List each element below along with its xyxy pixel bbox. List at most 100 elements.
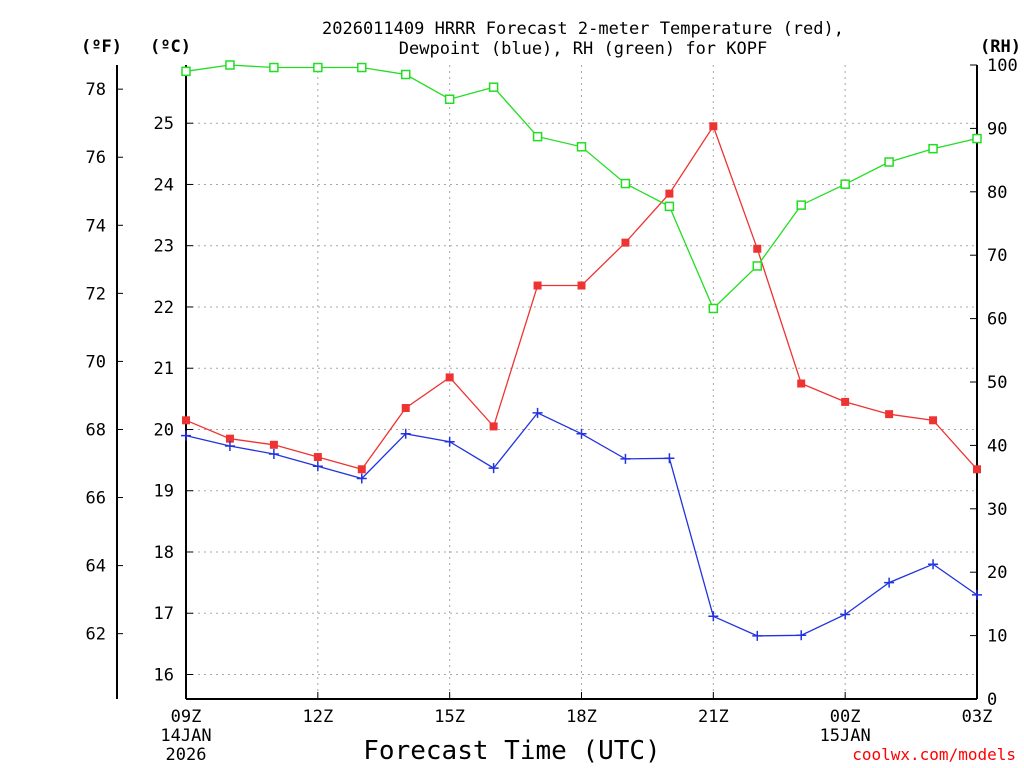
rh-tick-label: 50 (987, 373, 1007, 393)
fahrenheit-unit-label: (ºF) (81, 37, 122, 57)
temperature-point (269, 440, 278, 449)
rh-point (620, 178, 631, 189)
dewpoint-point (972, 589, 982, 600)
fahrenheit-tick-label: 72 (86, 284, 106, 304)
temperature-point (973, 465, 981, 474)
x-tick-label: 12Z (302, 707, 333, 727)
rh-point (444, 94, 455, 104)
fahrenheit-tick-label: 74 (86, 216, 106, 236)
rh-tick-label: 40 (987, 436, 1007, 456)
temperature-point (753, 244, 762, 253)
rh-point (972, 133, 982, 144)
rh-series (181, 60, 982, 314)
temperature-series (182, 122, 981, 474)
temperature-point (929, 416, 938, 425)
x-tick-year-label: 2026 (166, 745, 207, 765)
temperature-point (797, 379, 806, 388)
axes (116, 64, 978, 700)
fahrenheit-tick-label: 76 (86, 148, 106, 168)
rh-tick-label: 10 (987, 627, 1007, 647)
x-axis-title: Forecast Time (UTC) (363, 736, 660, 766)
fahrenheit-tick-label: 66 (86, 489, 106, 509)
chart-title-line1: 2026011409 HRRR Forecast 2-meter Tempera… (322, 19, 844, 39)
x-tick-date-label: 15JAN (820, 726, 871, 746)
chart-title-line2: Dewpoint (blue), RH (green) for KOPF (399, 39, 767, 59)
celsius-tick-label: 19 (154, 482, 174, 502)
rh-point (532, 131, 543, 142)
rh-tick-label: 20 (987, 563, 1007, 583)
celsius-tick-label: 16 (154, 665, 174, 685)
celsius-tick-label: 24 (154, 175, 174, 195)
celsius-tick-label: 18 (154, 543, 174, 563)
temperature-point (841, 397, 850, 406)
celsius-tick-label: 21 (154, 359, 174, 379)
dewpoint-point (400, 428, 411, 439)
temperature-point (445, 373, 454, 382)
dewpoint-point (708, 611, 719, 622)
celsius-tick-label: 25 (154, 114, 174, 134)
x-tick-date-label: 14JAN (160, 726, 211, 746)
dewpoint-point (268, 448, 279, 459)
temperature-point (489, 422, 498, 431)
dewpoint-point (664, 453, 675, 464)
x-tick-label: 18Z (566, 707, 597, 727)
dewpoint-point (532, 407, 543, 418)
celsius-unit-label: (ºC) (150, 37, 191, 57)
dewpoint-point (796, 630, 807, 641)
fahrenheit-tick-label: 78 (86, 80, 106, 100)
celsius-tick-label: 17 (154, 604, 174, 624)
dewpoint-point (752, 630, 763, 641)
rh-point (225, 60, 235, 70)
dewpoint-point (928, 559, 939, 570)
x-tick-label: 21Z (698, 707, 729, 727)
dewpoint-point (444, 436, 455, 447)
temperature-point (533, 281, 542, 290)
rh-point (488, 82, 499, 92)
x-tick-label: 15Z (434, 707, 465, 727)
temperature-point (225, 434, 234, 443)
rh-point (313, 62, 323, 73)
x-tick-label: 03Z (962, 707, 993, 727)
temperature-point (621, 238, 630, 247)
rh-tick-label: 60 (987, 310, 1007, 330)
temperature-point (401, 404, 410, 413)
rh-point (181, 66, 191, 77)
temperature-point (665, 189, 674, 198)
temperature-point (182, 416, 190, 425)
rh-unit-label: (RH) (980, 37, 1021, 57)
dewpoint-point (576, 428, 587, 439)
celsius-tick-label: 22 (154, 298, 174, 318)
rh-tick-label: 80 (987, 183, 1007, 203)
fahrenheit-tick-label: 64 (86, 557, 106, 577)
temperature-point (357, 465, 366, 474)
temperature-point (313, 453, 322, 462)
dewpoint-point (840, 609, 851, 620)
rh-point (400, 69, 411, 80)
dewpoint-point (356, 473, 367, 484)
dewpoint-point (181, 430, 191, 441)
rh-tick-label: 90 (987, 119, 1007, 139)
celsius-tick-label: 23 (154, 237, 174, 257)
celsius-tick-label: 20 (154, 420, 174, 440)
dewpoint-point (312, 461, 323, 472)
credit-text: coolwx.com/models (852, 745, 1016, 764)
x-tick-label: 09Z (171, 707, 202, 727)
dewpoint-point (884, 577, 895, 588)
fahrenheit-tick-label: 62 (86, 625, 106, 645)
grid-lines (185, 65, 978, 699)
dewpoint-point (488, 463, 499, 474)
dewpoint-point (224, 441, 235, 452)
fahrenheit-tick-label: 70 (86, 352, 106, 372)
rh-tick-label: 100 (987, 56, 1018, 76)
temperature-point (709, 122, 718, 131)
temperature-point (885, 410, 894, 419)
x-tick-label: 00Z (830, 707, 861, 727)
dewpoint-point (620, 453, 631, 464)
rh-point (928, 143, 938, 154)
rh-point (269, 62, 279, 73)
fahrenheit-tick-label: 68 (86, 420, 106, 440)
temperature-point (577, 281, 586, 290)
rh-tick-label: 0 (987, 690, 997, 710)
series-layer (181, 60, 982, 641)
